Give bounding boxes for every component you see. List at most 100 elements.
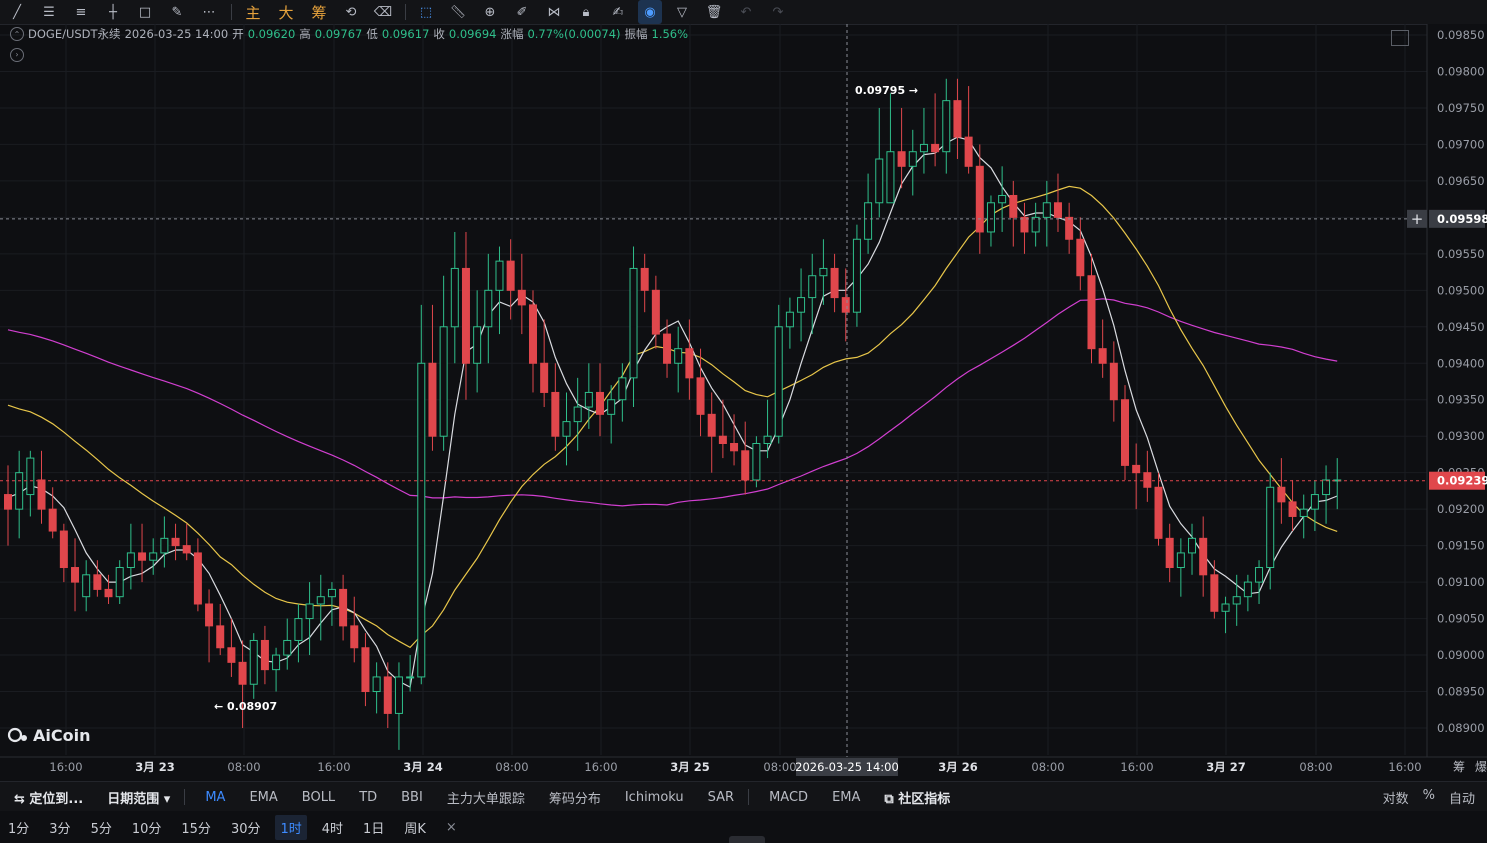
tab-sar[interactable]: SAR bbox=[707, 789, 735, 805]
panel-drag-handle[interactable] bbox=[729, 836, 765, 843]
time-tick-label: 3月 24 bbox=[403, 760, 443, 774]
close-period-icon[interactable]: × bbox=[445, 819, 457, 835]
candle-body bbox=[473, 326, 482, 364]
horizontal-lines-icon[interactable]: ☰ bbox=[43, 4, 55, 20]
period-4h[interactable]: 4时 bbox=[321, 821, 344, 837]
candle-body bbox=[1109, 362, 1118, 401]
candle-body bbox=[1266, 486, 1275, 569]
rectangle-icon[interactable]: □ bbox=[138, 4, 152, 20]
tab-chip[interactable]: 筹码分布 bbox=[548, 791, 601, 807]
locate-button[interactable]: ⇆ 定位到... bbox=[14, 791, 84, 807]
candle-body bbox=[584, 391, 593, 408]
period-3m[interactable]: 3分 bbox=[49, 821, 71, 837]
price-tick-label: 0.09700 bbox=[1437, 137, 1485, 151]
candle-body bbox=[283, 639, 292, 656]
auto-scale-toggle[interactable]: 自动 bbox=[1448, 791, 1475, 807]
lock-icon[interactable]: 🔒︎ bbox=[582, 4, 590, 20]
community-label: 社区指标 bbox=[898, 791, 951, 807]
ruler-icon[interactable]: 📏︎ bbox=[449, 4, 467, 20]
tab-sub-ema[interactable]: EMA bbox=[832, 789, 861, 805]
collapse-icon[interactable]: ⌃ bbox=[10, 27, 24, 41]
tab-divider bbox=[748, 789, 750, 805]
trash-icon[interactable]: 🗑︎ bbox=[705, 4, 723, 20]
candle-body bbox=[551, 391, 560, 437]
candle-body bbox=[1221, 603, 1230, 612]
trend-line-icon[interactable]: ╱ bbox=[13, 4, 21, 20]
candle-body bbox=[663, 333, 672, 364]
main-force-button[interactable]: 主 bbox=[245, 3, 261, 22]
eraser-brush-icon[interactable]: ⌫ bbox=[373, 4, 393, 20]
low-value: 0.09617 bbox=[381, 27, 430, 41]
tab-td[interactable]: TD bbox=[359, 789, 378, 805]
period-1m[interactable]: 1分 bbox=[8, 821, 30, 837]
zoom-icon[interactable]: ⊕ bbox=[484, 4, 496, 20]
select-cursor-icon[interactable]: ⬚ bbox=[419, 4, 433, 20]
tab-bbi[interactable]: BBI bbox=[401, 789, 423, 805]
crosshair-price-label: 0.09598 bbox=[1437, 212, 1487, 226]
filter-icon[interactable]: ▽ bbox=[677, 4, 687, 20]
magnet-icon[interactable]: ⋈ bbox=[547, 4, 561, 20]
chip-button[interactable]: 筹 bbox=[311, 3, 327, 22]
high-label: 高 bbox=[299, 27, 311, 41]
time-tick-label: 3月 27 bbox=[1206, 760, 1246, 774]
log-scale-toggle[interactable]: 对数 bbox=[1382, 791, 1409, 807]
parallel-channel-icon[interactable]: ≡ bbox=[75, 4, 87, 20]
candlestick-chart[interactable]: 0.09850 0.09800 0.09750 0.09700 0.09650 0.096… bbox=[0, 24, 1487, 781]
candle-body bbox=[238, 661, 247, 685]
time-tick-label: 08:00 bbox=[1031, 760, 1064, 774]
period-15m[interactable]: 15分 bbox=[181, 821, 211, 837]
candle-body bbox=[361, 647, 370, 693]
plus-icon: + bbox=[1411, 210, 1424, 228]
edit-icon[interactable]: ✍ bbox=[612, 4, 624, 20]
community-indicators-button[interactable]: ⧉ 社区指标 bbox=[884, 791, 951, 807]
period-1h[interactable]: 1时 bbox=[275, 814, 307, 840]
price-tick-label: 0.09650 bbox=[1437, 174, 1485, 188]
period-1d[interactable]: 1日 bbox=[363, 821, 385, 837]
big-order-button[interactable]: 大 bbox=[278, 3, 294, 22]
hide-drawings-icon[interactable]: ◉ bbox=[638, 0, 662, 24]
change-value: 0.77%(0.00074) bbox=[527, 27, 621, 41]
date-range-button[interactable]: 日期范围 ▾ bbox=[107, 791, 171, 807]
time-tick-label: 16:00 bbox=[584, 760, 617, 774]
measure-icon[interactable]: ⟲ bbox=[345, 4, 357, 20]
more-tools-icon[interactable]: ⋯ bbox=[202, 4, 216, 20]
tab-macd[interactable]: MACD bbox=[769, 789, 809, 805]
pen-icon[interactable]: ✐ bbox=[516, 4, 528, 20]
time-tick-label: 16:00 bbox=[317, 760, 350, 774]
fullscreen-icon[interactable] bbox=[1391, 30, 1409, 46]
redo-icon[interactable]: ↷ bbox=[772, 4, 784, 20]
percent-scale-toggle[interactable]: % bbox=[1422, 787, 1435, 803]
tab-ichimoku[interactable]: Ichimoku bbox=[624, 789, 684, 805]
candle-body bbox=[785, 311, 794, 328]
candle-body bbox=[540, 362, 549, 393]
tab-divider bbox=[184, 789, 186, 805]
candle-body bbox=[316, 596, 325, 605]
crosshair-time-tag bbox=[796, 758, 898, 776]
tab-ma[interactable]: MA bbox=[205, 789, 226, 805]
tab-big-order[interactable]: 主力大单跟踪 bbox=[446, 791, 525, 807]
candle-body bbox=[1176, 552, 1185, 569]
brush-icon[interactable]: ✎ bbox=[171, 4, 183, 20]
candle-body bbox=[774, 326, 783, 437]
period-5m[interactable]: 5分 bbox=[90, 821, 112, 837]
close-label: 收 bbox=[433, 27, 445, 41]
crosshair-price-tag bbox=[1429, 209, 1485, 228]
price-tick-label: 0.09750 bbox=[1437, 101, 1485, 115]
price-tick-label: 0.09800 bbox=[1437, 64, 1485, 78]
candle-body bbox=[216, 625, 225, 649]
period-10m[interactable]: 10分 bbox=[131, 821, 162, 837]
candle-body bbox=[305, 603, 314, 620]
period-30m[interactable]: 30分 bbox=[230, 821, 261, 837]
period-1w[interactable]: 周K bbox=[404, 821, 426, 837]
expand-icon[interactable]: › bbox=[10, 47, 24, 62]
undo-icon[interactable]: ↶ bbox=[740, 4, 752, 20]
candle-body bbox=[1132, 464, 1141, 474]
tab-ema[interactable]: EMA bbox=[249, 789, 278, 805]
price-tick-label: 0.09100 bbox=[1437, 575, 1485, 589]
candle-body bbox=[607, 399, 616, 415]
time-tick-label: 16:00 bbox=[49, 760, 82, 774]
settings-toggle[interactable]: › bbox=[10, 46, 24, 62]
time-tick-label: 08:00 bbox=[763, 760, 796, 774]
horizontal-ray-icon[interactable]: ┼ bbox=[109, 4, 117, 20]
tab-boll[interactable]: BOLL bbox=[301, 789, 336, 805]
